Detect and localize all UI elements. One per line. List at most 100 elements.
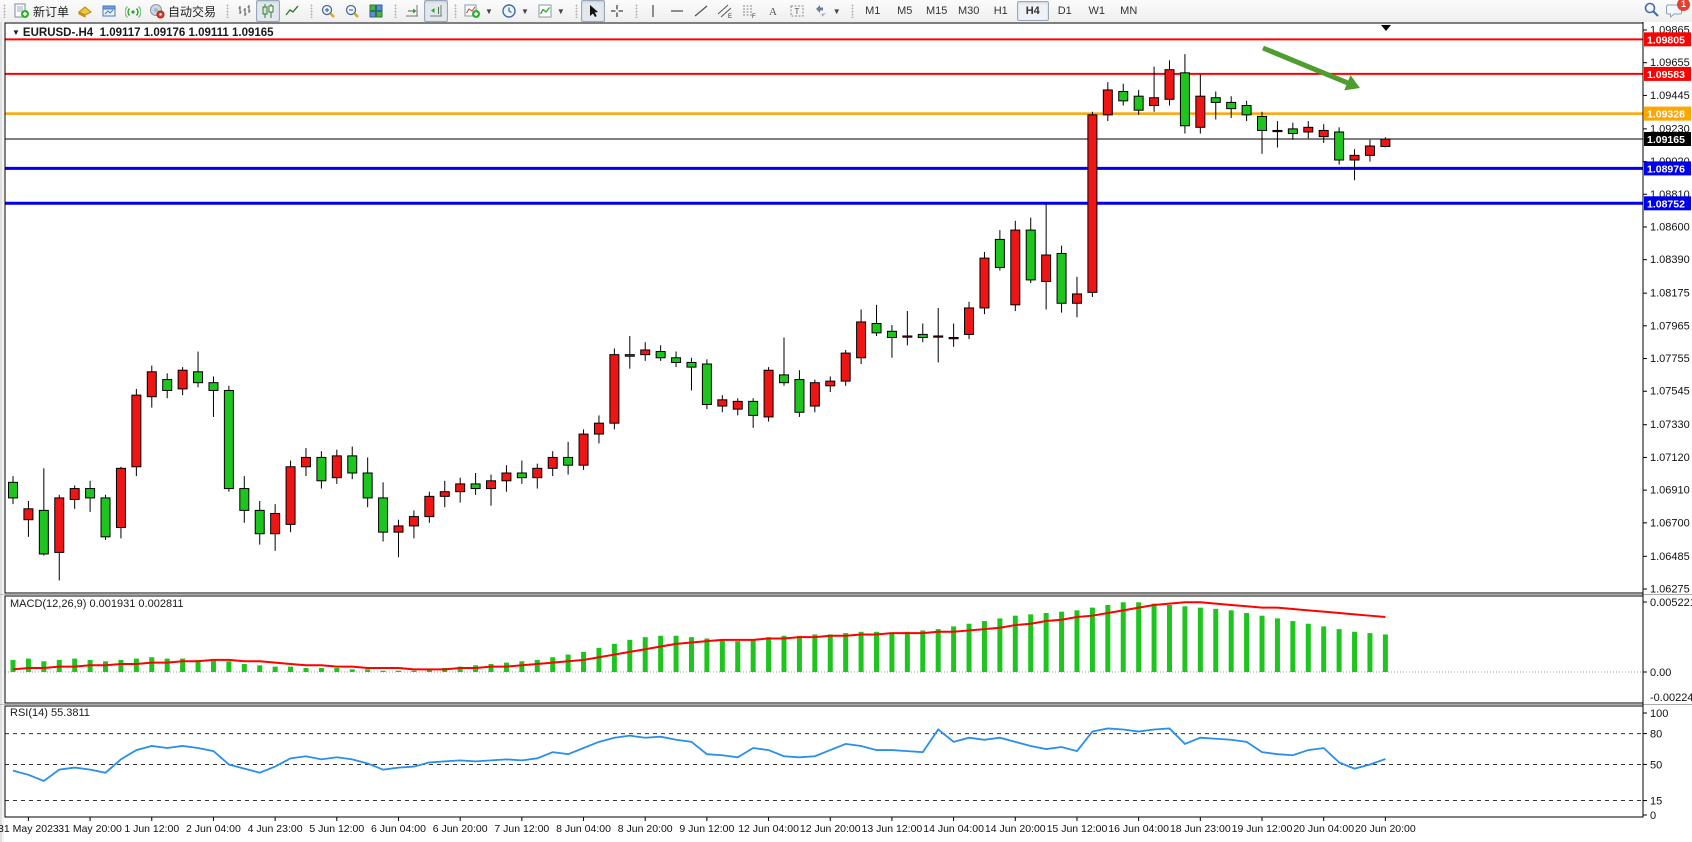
timeframe-m1-button[interactable]: M1 (865, 5, 881, 17)
indicators-button[interactable]: ▼ (460, 0, 497, 22)
cursor-button[interactable] (580, 0, 605, 22)
macd-bar (1028, 614, 1034, 672)
candle-body-up (640, 349, 651, 356)
annotation-arrow-line[interactable] (1262, 45, 1352, 87)
macd-bar (688, 637, 694, 672)
crosshair-icon (609, 3, 625, 19)
candle-body-up (593, 422, 604, 435)
price-tick-label: 1.09445 (1650, 90, 1690, 102)
candle-body-up (177, 369, 188, 390)
periods-dropdown-arrow[interactable]: ▼ (520, 6, 529, 16)
search-icon[interactable] (1643, 1, 1660, 21)
indicators-dropdown-arrow[interactable]: ▼ (485, 6, 493, 16)
signals-button[interactable] (121, 0, 145, 22)
candle-body-up (732, 400, 743, 410)
timeframe-mn-button[interactable]: MN (1120, 5, 1138, 17)
macd-bar (658, 635, 664, 672)
fibonacci-button[interactable]: F (737, 0, 761, 22)
macd-pane[interactable] (5, 596, 1643, 703)
main-price-pane[interactable] (5, 23, 1643, 593)
timeframe-m30-button[interactable]: M30 (958, 5, 980, 17)
horizontal-line-button[interactable] (665, 0, 689, 22)
macd-bar (966, 623, 972, 672)
timeframe-w1-button[interactable]: W1 (1088, 5, 1105, 17)
candle-body-down (223, 389, 234, 490)
candle-body-down (779, 374, 789, 384)
macd-bar (565, 654, 571, 672)
tile-windows-button[interactable] (364, 0, 388, 22)
annotation-arrow-head (1344, 75, 1360, 91)
candle-body-up (1071, 293, 1082, 304)
candle-body-down (208, 382, 219, 391)
price-tag-support-2 (1644, 196, 1691, 211)
crosshair-button[interactable] (605, 0, 629, 22)
text-label-icon: T (789, 3, 805, 19)
time-tick-label: 14 Jun 04:00 (923, 823, 984, 835)
line-chart-mode-button[interactable] (280, 0, 304, 22)
candle-body-up (23, 508, 34, 521)
rsi-pane[interactable] (5, 706, 1643, 817)
time-tick-label: 6 Jun 04:00 (371, 823, 426, 835)
indicators-icon (464, 3, 481, 19)
autotrading-button[interactable]: 自动交易 (145, 0, 220, 22)
zoom-out-button[interactable] (340, 0, 364, 22)
price-tick-label: 1.07965 (1650, 320, 1690, 332)
time-tick-label: 9 Jun 12:00 (679, 823, 734, 835)
price-tick-label: 1.08600 (1650, 221, 1690, 233)
candle-body-down (1241, 105, 1252, 116)
price-tag-label: 1.09805 (1647, 34, 1685, 46)
candle-body-down (362, 472, 373, 499)
chat-icon[interactable]: 1 (1666, 0, 1690, 21)
chart-shift-button[interactable] (424, 0, 449, 22)
text-label-button[interactable]: T (785, 0, 809, 22)
chart-shift-marker[interactable] (1381, 25, 1391, 31)
timeframe-m15-button[interactable]: M15 (926, 5, 948, 17)
macd-bar (380, 670, 386, 672)
macd-bar (457, 666, 463, 672)
bar-chart-mode-button[interactable] (232, 0, 256, 22)
macd-bar (288, 666, 294, 672)
chart-window-button[interactable] (97, 0, 121, 22)
periods-button[interactable]: ▼ (497, 0, 533, 22)
arrows-button[interactable]: ▼ (809, 0, 845, 22)
trendline-button[interactable] (689, 0, 713, 22)
new-order-button[interactable]: 新订单 (9, 0, 73, 22)
line-chart-icon (284, 3, 300, 19)
candle-body-up (979, 257, 990, 309)
trendline-icon (693, 3, 709, 19)
timeframe-d1-button[interactable]: D1 (1057, 5, 1072, 17)
candle-body-up (270, 512, 281, 535)
macd-bar (426, 669, 432, 672)
toolbar-group-cursor-tools (572, 0, 632, 22)
hline-icon (669, 3, 685, 19)
zoom-in-button[interactable] (316, 0, 340, 22)
templates-dropdown-arrow[interactable]: ▼ (556, 6, 565, 16)
auto-scroll-button[interactable] (400, 0, 424, 22)
macd-bar (25, 658, 31, 672)
candlestick-mode-button[interactable] (256, 0, 281, 22)
timeframe-m5-button[interactable]: M5 (897, 5, 913, 17)
toolbar-group-timeframes: M1 M5 M15 M30 H1 H4 D1 W1 MN (848, 0, 1148, 22)
vertical-line-button[interactable] (641, 0, 665, 22)
chart-canvas[interactable]: 1.098651.096551.094451.092301.090201.088… (0, 22, 1692, 842)
arrows-dropdown-arrow[interactable]: ▼ (832, 6, 841, 16)
templates-button[interactable]: ▼ (533, 0, 569, 22)
macd-bar (318, 667, 324, 672)
timeframe-h1-button[interactable]: H1 (993, 5, 1008, 17)
candle-body-up (439, 491, 450, 497)
equidistant-channel-button[interactable]: E (713, 0, 737, 22)
macd-bar (951, 626, 957, 672)
candle-body-down (671, 357, 682, 363)
candle-body-up (1380, 138, 1391, 147)
chart-window[interactable]: 1.098651.096551.094451.092301.090201.088… (0, 22, 1692, 842)
time-tick-label: 13 Jun 12:00 (862, 823, 923, 835)
text-button[interactable]: A (761, 0, 785, 22)
candle-body-down (1025, 229, 1036, 281)
rsi-scale-15: 15 (1650, 796, 1662, 808)
candle-body-up (1149, 97, 1160, 107)
toolbar-group-insert: ▼ ▼ ▼ (451, 0, 572, 22)
timeframe-h4-button[interactable]: H4 (1016, 1, 1049, 21)
candle-body-down (563, 456, 574, 466)
macd-bar (1305, 623, 1311, 672)
metaeditor-button[interactable] (73, 0, 97, 22)
